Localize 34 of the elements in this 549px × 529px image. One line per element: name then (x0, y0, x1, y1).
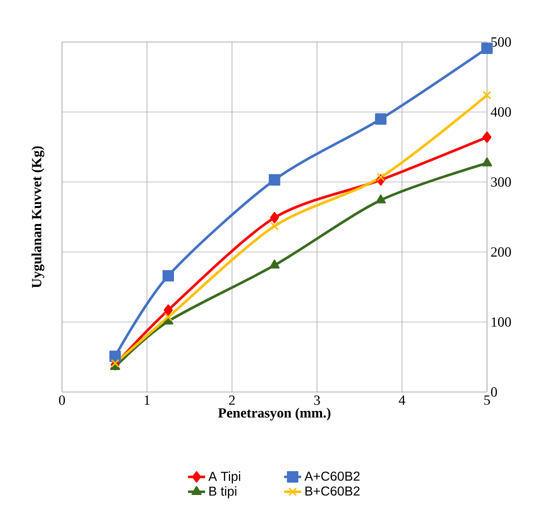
x-tick-label: 4 (398, 396, 406, 405)
point (268, 174, 280, 186)
y-tick-label: 400 (490, 107, 511, 117)
x-tick-label: 3 (314, 396, 320, 405)
y-tick-label: 300 (491, 177, 511, 187)
y-axis-title: Uygulanan Kuvvet (Kg) (32, 146, 44, 288)
point (482, 157, 492, 166)
legend-label: A Tipi (208, 471, 240, 484)
x-tick-label: 5 (484, 396, 490, 405)
x-tick-label: 0 (59, 396, 65, 405)
y-tick-label: 200 (491, 247, 511, 257)
point (482, 131, 492, 143)
point (375, 113, 386, 125)
y-tick-label: 500 (491, 37, 511, 47)
point (481, 42, 493, 54)
point (269, 260, 280, 269)
point (376, 194, 386, 204)
point (482, 90, 492, 100)
point (164, 304, 173, 316)
point (109, 350, 121, 362)
y-tick-label: 100 (492, 317, 511, 327)
legend-label: B+C60B2 (305, 486, 360, 496)
point (110, 359, 120, 368)
x-tick-label: 1 (144, 396, 150, 405)
point (164, 312, 173, 322)
point (162, 270, 174, 282)
point (376, 172, 386, 182)
point (270, 222, 279, 230)
legend-label: B tipi (209, 486, 236, 498)
point (270, 212, 279, 224)
legend-label: A+C60B2 (304, 472, 360, 481)
y-tick-label: 0 (491, 387, 497, 397)
x-axis-title: Penetrasyon (mm.) (218, 408, 330, 420)
x-tick-label: 2 (229, 396, 235, 405)
